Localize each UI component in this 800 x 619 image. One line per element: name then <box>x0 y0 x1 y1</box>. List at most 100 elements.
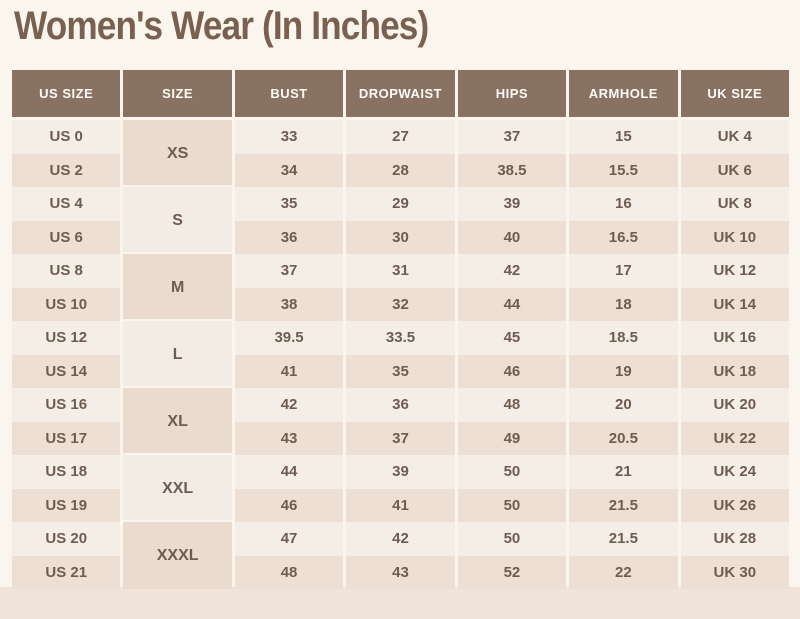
bottom-band <box>0 587 800 619</box>
hips-cell: 37 <box>457 120 567 154</box>
hips-cell: 50 <box>457 522 567 556</box>
header-cell-uk-size: UK SIZE <box>680 70 789 117</box>
dropwaist-cell: 42 <box>346 522 455 556</box>
armhole-cell: 15.5 <box>569 153 678 187</box>
armhole-cell: 21 <box>569 455 678 489</box>
hips-cell: 50 <box>457 488 567 522</box>
us-size-cell: US 12 <box>12 321 121 355</box>
hips-cell: 52 <box>457 555 567 589</box>
page-title: Women's Wear (In Inches) <box>14 4 429 48</box>
dropwaist-cell: 29 <box>346 187 455 221</box>
uk-size-cell: UK 10 <box>680 220 789 254</box>
uk-size-cell: UK 28 <box>680 522 789 556</box>
uk-size-cell: UK 16 <box>680 321 789 355</box>
bust-cell: 43 <box>234 421 344 455</box>
hips-cell: 44 <box>457 287 567 321</box>
dropwaist-cell: 39 <box>346 455 455 489</box>
hips-cell: 46 <box>457 354 567 388</box>
bust-cell: 35 <box>234 187 344 221</box>
armhole-cell: 16.5 <box>569 220 678 254</box>
us-size-cell: US 4 <box>12 187 121 221</box>
size-group-cell-xxl: XXL <box>123 455 232 522</box>
dropwaist-cell: 37 <box>346 421 455 455</box>
bust-cell: 33 <box>234 120 344 154</box>
us-size-cell: US 6 <box>12 220 121 254</box>
header-cell-us-size: US SIZE <box>12 70 121 117</box>
dropwaist-cell: 35 <box>346 354 455 388</box>
us-size-cell: US 18 <box>12 455 121 489</box>
dropwaist-cell: 31 <box>346 254 455 288</box>
armhole-cell: 15 <box>569 120 678 154</box>
dropwaist-cell: 43 <box>346 555 455 589</box>
us-size-cell: US 8 <box>12 254 121 288</box>
bust-cell: 42 <box>234 388 344 422</box>
dropwaist-cell: 32 <box>346 287 455 321</box>
uk-size-cell: UK 4 <box>680 120 789 154</box>
size-group-cell-l: L <box>123 321 232 388</box>
header-cell-dropwaist: DROPWAIST <box>346 70 455 117</box>
uk-size-cell: UK 18 <box>680 354 789 388</box>
armhole-cell: 17 <box>569 254 678 288</box>
bust-cell: 39.5 <box>234 321 344 355</box>
dropwaist-cell: 36 <box>346 388 455 422</box>
bust-cell: 37 <box>234 254 344 288</box>
us-size-cell: US 0 <box>12 120 121 154</box>
armhole-cell: 18.5 <box>569 321 678 355</box>
header-cell-size: SIZE <box>123 70 232 117</box>
table-header-row: US SIZE SIZE BUST DROPWAIST HIPS ARMHOLE UK SI… <box>12 70 789 117</box>
hips-cell: 38.5 <box>457 153 567 187</box>
armhole-cell: 20 <box>569 388 678 422</box>
bust-cell: 36 <box>234 220 344 254</box>
hips-cell: 45 <box>457 321 567 355</box>
uk-size-cell: UK 20 <box>680 388 789 422</box>
bust-cell: 46 <box>234 488 344 522</box>
armhole-cell: 16 <box>569 187 678 221</box>
size-group-cell-xl: XL <box>123 388 232 455</box>
armhole-cell: 19 <box>569 354 678 388</box>
hips-cell: 49 <box>457 421 567 455</box>
bust-cell: 34 <box>234 153 344 187</box>
us-size-cell: US 2 <box>12 153 121 187</box>
armhole-cell: 22 <box>569 555 678 589</box>
uk-size-cell: UK 30 <box>680 555 789 589</box>
armhole-cell: 20.5 <box>569 421 678 455</box>
bust-cell: 41 <box>234 354 344 388</box>
uk-size-cell: UK 8 <box>680 187 789 221</box>
dropwaist-cell: 28 <box>346 153 455 187</box>
size-group-cell-s: S <box>123 187 232 254</box>
uk-size-cell: UK 22 <box>680 421 789 455</box>
bust-cell: 48 <box>234 555 344 589</box>
hips-cell: 40 <box>457 220 567 254</box>
us-size-cell: US 21 <box>12 555 121 589</box>
header-cell-armhole: ARMHOLE <box>569 70 678 117</box>
uk-size-cell: UK 6 <box>680 153 789 187</box>
hips-cell: 50 <box>457 455 567 489</box>
armhole-cell: 21.5 <box>569 522 678 556</box>
dropwaist-cell: 27 <box>346 120 455 154</box>
hips-cell: 42 <box>457 254 567 288</box>
armhole-cell: 21.5 <box>569 488 678 522</box>
dropwaist-cell: 41 <box>346 488 455 522</box>
uk-size-cell: UK 26 <box>680 488 789 522</box>
header-cell-bust: BUST <box>234 70 344 117</box>
armhole-cell: 18 <box>569 287 678 321</box>
hips-cell: 39 <box>457 187 567 221</box>
us-size-cell: US 14 <box>12 354 121 388</box>
dropwaist-cell: 33.5 <box>346 321 455 355</box>
us-size-cell: US 16 <box>12 388 121 422</box>
size-group-cell-xs: XS <box>123 120 232 187</box>
size-chart-table: US SIZE SIZE BUST DROPWAIST HIPS ARMHOLE UK SI… <box>12 70 789 589</box>
bust-cell: 38 <box>234 287 344 321</box>
hips-cell: 48 <box>457 388 567 422</box>
uk-size-cell: UK 14 <box>680 287 789 321</box>
us-size-cell: US 19 <box>12 488 121 522</box>
us-size-cell: US 17 <box>12 421 121 455</box>
bust-cell: 47 <box>234 522 344 556</box>
us-size-cell: US 20 <box>12 522 121 556</box>
bust-cell: 44 <box>234 455 344 489</box>
us-size-cell: US 10 <box>12 287 121 321</box>
size-group-cell-m: M <box>123 254 232 321</box>
table-body: US 0 XS 33 27 37 15 UK 4 US 2 34 28 38.5 15.5 UK 6 US… <box>12 120 789 589</box>
dropwaist-cell: 30 <box>346 220 455 254</box>
